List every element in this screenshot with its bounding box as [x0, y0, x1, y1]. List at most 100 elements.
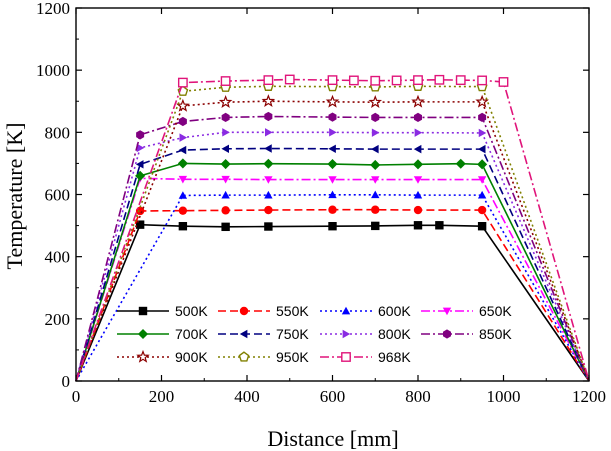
data-point-800K — [371, 128, 380, 137]
y-tick-label: 400 — [45, 248, 71, 267]
data-point-550K — [328, 205, 337, 214]
legend-marker — [442, 329, 452, 339]
data-point-500K — [264, 222, 273, 231]
data-point-700K — [220, 158, 231, 170]
data-point-700K — [477, 159, 488, 170]
data-point-650K — [328, 176, 337, 184]
data-point-650K — [413, 176, 423, 184]
series-line-550K — [75, 208, 590, 382]
legend-label: 750K — [276, 326, 309, 342]
legend-label: 900K — [175, 349, 208, 365]
series-line-750K — [75, 147, 590, 382]
legend-label: 968K — [378, 349, 411, 365]
data-point-900K — [218, 95, 233, 108]
legend-marker — [136, 349, 150, 363]
data-point-968K — [370, 75, 381, 86]
x-tick-label: 200 — [149, 387, 175, 406]
data-point-600K — [328, 190, 337, 199]
data-point-500K — [221, 222, 230, 232]
legend-marker — [342, 329, 351, 339]
data-point-968K — [348, 75, 359, 86]
series-500K — [75, 220, 590, 382]
data-point-750K — [371, 144, 379, 154]
x-tick-label: 1000 — [487, 387, 521, 406]
series-750K — [75, 144, 590, 382]
x-tick-label: 1200 — [572, 387, 606, 406]
legend-item-550K: 550K — [218, 303, 309, 319]
data-point-550K — [371, 205, 380, 214]
data-point-550K — [477, 205, 487, 215]
legend-label: 500K — [175, 303, 208, 319]
legend-label: 550K — [276, 303, 309, 319]
data-point-750K — [264, 144, 272, 153]
data-point-500K — [371, 221, 380, 231]
data-point-900K — [411, 94, 425, 108]
y-tick-label: 1200 — [36, 0, 70, 18]
data-point-968K — [284, 74, 295, 85]
data-point-500K — [413, 221, 423, 230]
data-point-968K — [220, 76, 231, 86]
y-tick-label: 200 — [45, 310, 71, 329]
data-point-750K — [221, 144, 229, 154]
y-tick-label: 0 — [62, 372, 71, 391]
data-point-850K — [178, 116, 187, 127]
data-point-850K — [136, 130, 145, 140]
data-point-968K — [434, 74, 445, 85]
legend-label: 650K — [479, 303, 512, 319]
data-point-800K — [222, 128, 230, 137]
data-point-500K — [328, 222, 337, 231]
data-point-500K — [435, 221, 444, 230]
series-line-950K — [75, 85, 590, 382]
data-point-550K — [178, 206, 188, 215]
data-point-600K — [264, 190, 273, 199]
y-tick-label: 600 — [45, 186, 71, 205]
data-point-500K — [477, 222, 487, 231]
data-point-900K — [368, 95, 383, 108]
data-point-600K — [477, 190, 487, 199]
data-point-600K — [413, 190, 423, 199]
x-tick-label: 0 — [72, 387, 81, 406]
x-axis-title: Distance [mm] — [267, 426, 398, 451]
data-point-700K — [263, 158, 274, 169]
data-point-550K — [264, 205, 273, 215]
legend-label: 850K — [479, 326, 512, 342]
data-point-800K — [478, 128, 487, 138]
data-point-650K — [371, 176, 380, 184]
legend-marker — [341, 306, 351, 315]
data-point-900K — [475, 94, 489, 108]
legend-marker — [239, 306, 249, 316]
data-point-750K — [413, 144, 422, 154]
data-point-700K — [135, 170, 146, 181]
y-axis-title: Temperature [K] — [2, 123, 27, 270]
series-line-900K — [75, 100, 590, 382]
data-point-650K — [221, 175, 230, 184]
legend-item-750K: 750K — [218, 326, 309, 342]
data-point-968K — [263, 75, 274, 86]
legend-label: 950K — [276, 349, 309, 365]
data-point-900K — [176, 98, 190, 112]
data-point-900K — [325, 94, 340, 108]
data-point-500K — [135, 220, 145, 229]
series-550K — [75, 205, 590, 382]
legend-label: 800K — [378, 326, 411, 342]
data-point-600K — [221, 190, 230, 199]
data-point-750K — [135, 160, 144, 169]
data-point-650K — [178, 175, 188, 184]
legend-item-700K: 700K — [117, 326, 208, 342]
legend-item-800K: 800K — [320, 326, 411, 342]
data-point-800K — [265, 128, 273, 137]
data-point-800K — [179, 133, 188, 142]
data-point-800K — [136, 143, 145, 153]
data-point-850K — [328, 112, 337, 122]
data-point-800K — [329, 128, 337, 137]
data-point-700K — [177, 158, 188, 169]
legend-item-950K: 950K — [218, 349, 309, 365]
series-line-850K — [75, 115, 590, 382]
legend-item-850K: 850K — [421, 326, 512, 342]
x-tick-label: 800 — [405, 387, 431, 406]
legend-item-650K: 650K — [421, 303, 512, 319]
legend-marker — [442, 307, 452, 316]
data-point-700K — [455, 158, 466, 169]
data-point-968K — [498, 77, 509, 87]
data-point-968K — [413, 75, 423, 86]
